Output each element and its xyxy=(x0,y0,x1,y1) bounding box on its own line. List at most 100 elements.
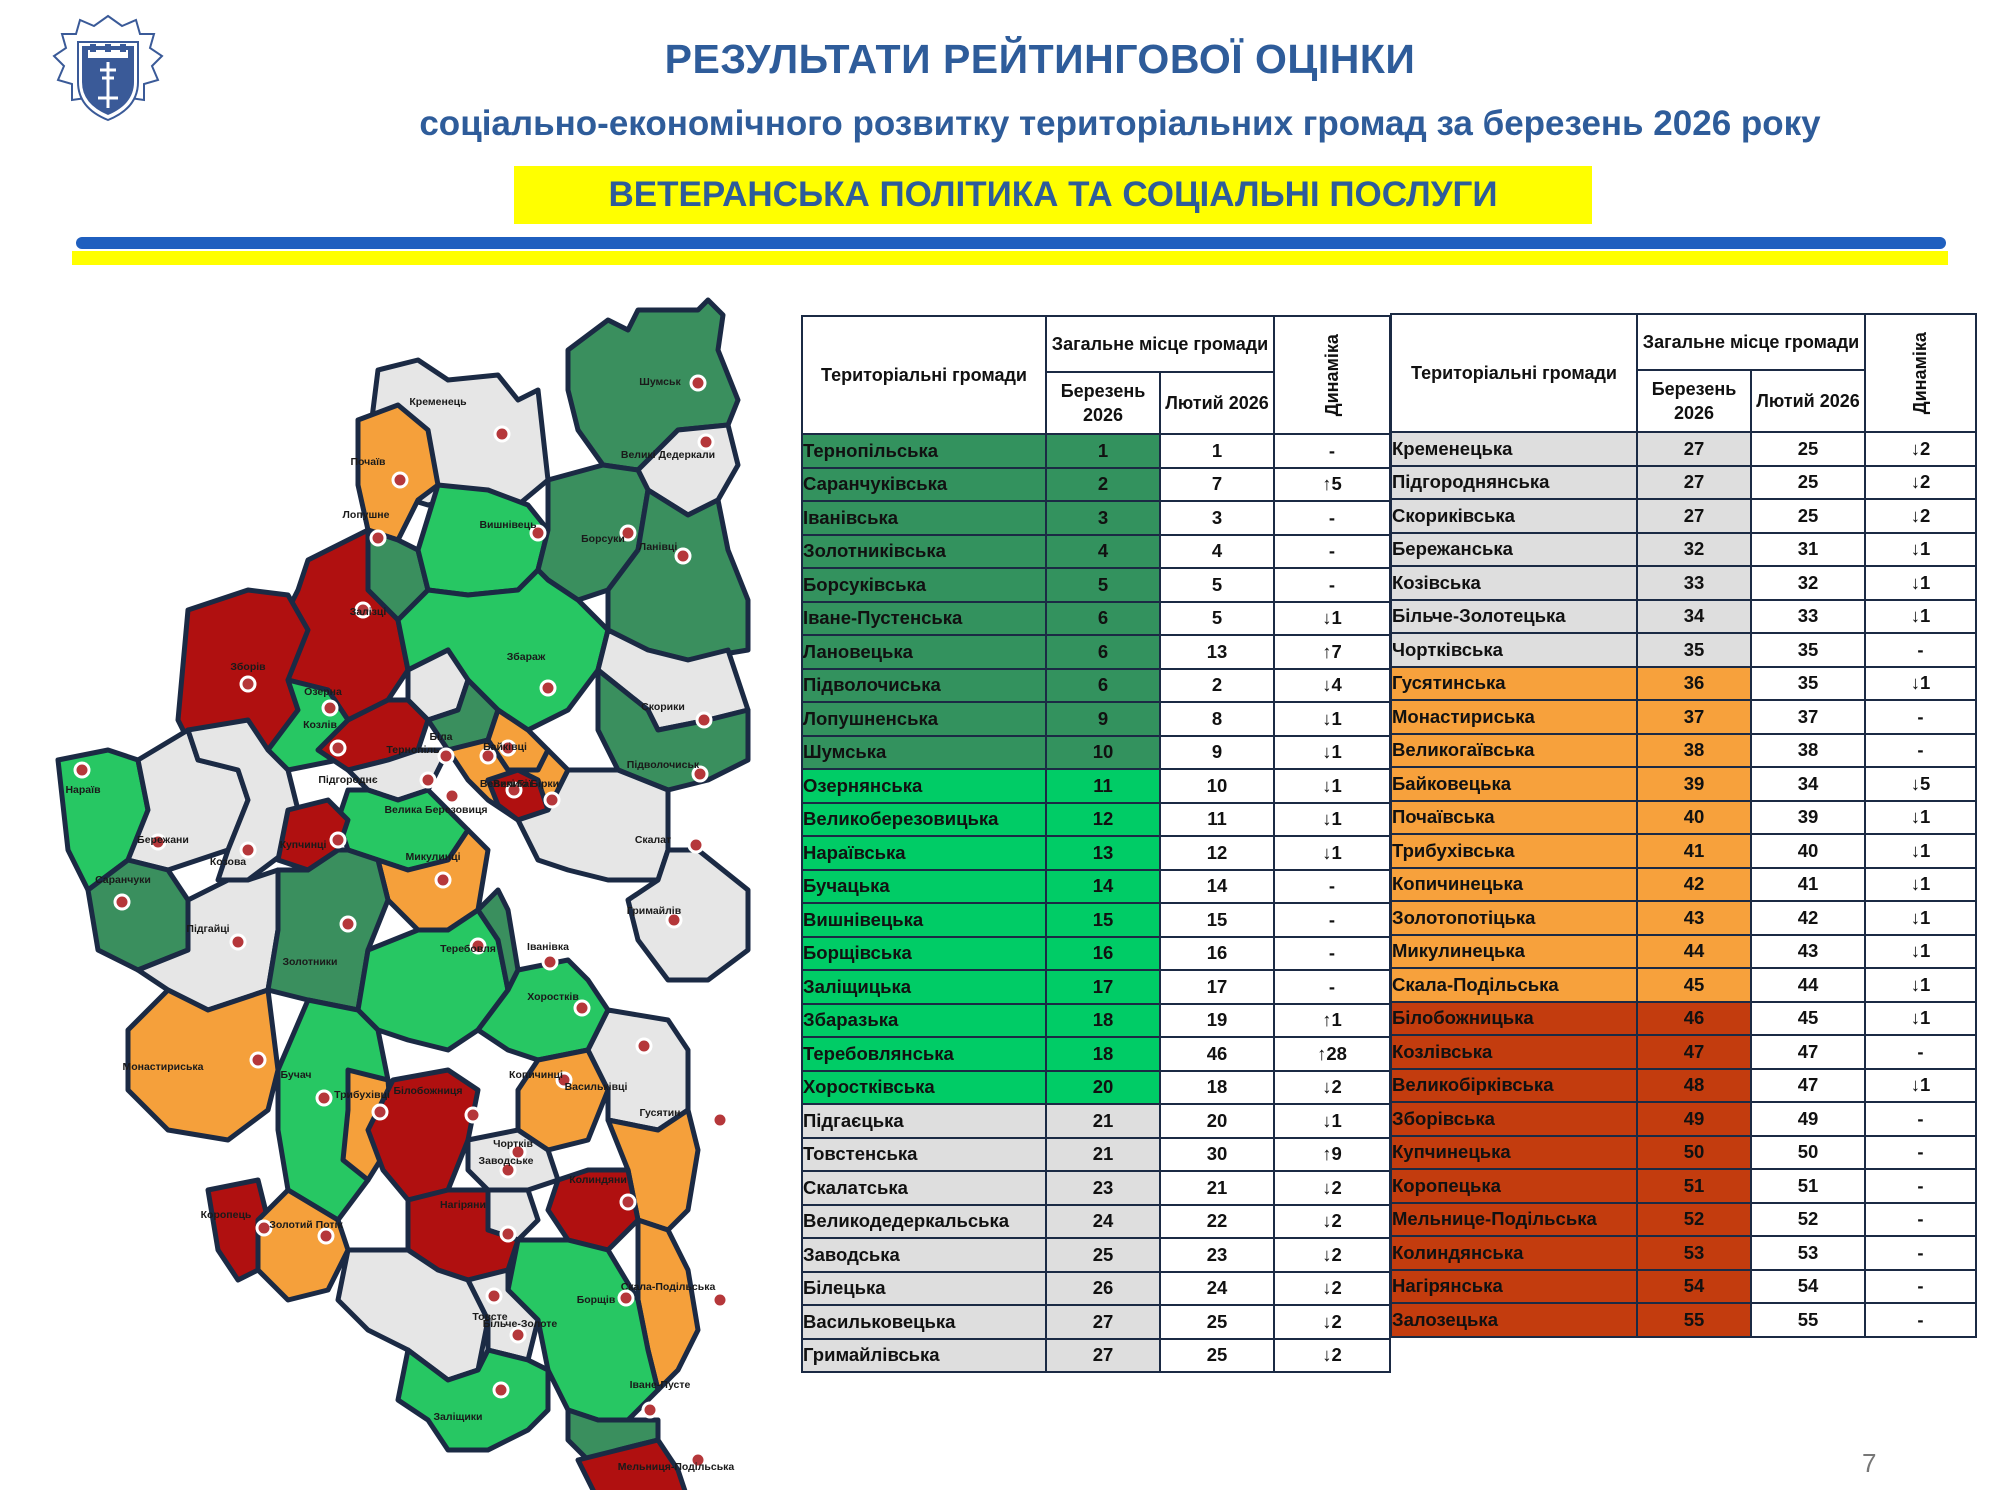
rank-february: 25 xyxy=(1158,1337,1276,1373)
table-row: Вишнівецька 15 15- xyxy=(801,902,1392,938)
rank-dynamics: - xyxy=(1864,1201,1978,1237)
rank-dynamics: ↓4 xyxy=(1273,667,1392,703)
rank-dynamics: ↑28 xyxy=(1273,1036,1392,1072)
map-region xyxy=(375,827,491,933)
rank-march: 34 xyxy=(1636,598,1752,634)
table-row: Гусятинська 36 35 ↓1 xyxy=(1390,665,1978,701)
rank-march: 42 xyxy=(1636,866,1752,902)
rank-march: 12 xyxy=(1045,801,1161,837)
rank-february: 5 xyxy=(1158,600,1276,636)
table-row: Білобожницька 46 45 ↓1 xyxy=(1390,1000,1978,1036)
header-dynamics: Динаміка xyxy=(1273,315,1392,435)
table-row: Більче-Золотецька 34 33 ↓1 xyxy=(1390,598,1978,634)
header-communities: Територіальні громади xyxy=(1390,313,1638,433)
rank-march: 35 xyxy=(1636,632,1752,668)
rank-february: 24 xyxy=(1158,1270,1276,1306)
rank-february: 5 xyxy=(1158,567,1276,603)
community-name: Кременецька xyxy=(1390,431,1638,467)
header-march: Березень 2026 xyxy=(1045,371,1161,435)
rank-february: 25 xyxy=(1749,464,1867,500)
rank-february: 22 xyxy=(1158,1203,1276,1239)
settlement-marker xyxy=(371,1103,389,1121)
map-label: Тернопіль xyxy=(386,744,440,756)
rank-february: 30 xyxy=(1158,1136,1276,1172)
settlement-marker xyxy=(499,739,517,757)
rank-march: 32 xyxy=(1636,531,1752,567)
community-name: Більче-Золотецька xyxy=(1390,598,1638,634)
map-label: Великі Дедеркали xyxy=(621,449,715,461)
settlement-marker xyxy=(419,771,437,789)
settlement-marker xyxy=(493,425,511,443)
settlement-marker xyxy=(617,1289,635,1307)
rank-dynamics: - xyxy=(1273,868,1392,904)
community-name: Бережанська xyxy=(1390,531,1638,567)
community-name: Заліщицька xyxy=(801,969,1047,1005)
rank-dynamics: - xyxy=(1864,1268,1978,1304)
table-row: Білецька 26 24 ↓2 xyxy=(801,1270,1392,1306)
community-name: Саранчуківська xyxy=(801,466,1047,502)
rank-dynamics: ↓1 xyxy=(1864,565,1978,601)
rank-dynamics: ↑5 xyxy=(1273,466,1392,502)
rank-march: 27 xyxy=(1045,1337,1161,1373)
settlement-marker xyxy=(492,1381,510,1399)
rank-february: 43 xyxy=(1749,933,1867,969)
settlement-marker xyxy=(509,1326,527,1344)
community-name: Почаївська xyxy=(1390,799,1638,835)
settlement-marker xyxy=(711,1111,729,1129)
rank-march: 49 xyxy=(1636,1101,1752,1137)
table-row: Залозецька 55 55- xyxy=(1390,1302,1978,1338)
table-row: Великодедеркальська 24 22 ↓2 xyxy=(801,1203,1392,1239)
community-name: Великобірківська xyxy=(1390,1067,1638,1103)
table-row: Золотопотіцька 43 42 ↓1 xyxy=(1390,900,1978,936)
map-label: Байківці xyxy=(483,741,527,753)
map-label: Великі Гаї xyxy=(480,778,533,790)
rank-march: 26 xyxy=(1045,1270,1161,1306)
table-row: Козлівська 47 47- xyxy=(1390,1034,1978,1070)
rank-dynamics: - xyxy=(1864,732,1978,768)
community-name: Козівська xyxy=(1390,565,1638,601)
settlement-marker xyxy=(339,915,357,933)
community-name: Трибухівська xyxy=(1390,833,1638,869)
map-label: Гримайлів xyxy=(627,905,682,917)
settlement-marker xyxy=(315,1089,333,1107)
rank-february: 47 xyxy=(1749,1067,1867,1103)
rank-dynamics: ↓2 xyxy=(1273,1237,1392,1273)
coat-of-arms-icon xyxy=(52,14,164,122)
settlement-marker xyxy=(689,1451,707,1469)
settlement-marker xyxy=(479,747,497,765)
rank-february: 25 xyxy=(1749,431,1867,467)
map-label: Борщів xyxy=(577,1294,616,1306)
table-row: Гримайлівська 27 25 ↓2 xyxy=(801,1337,1392,1373)
map-label: Скала-Подільська xyxy=(621,1281,716,1293)
rank-march: 37 xyxy=(1636,699,1752,735)
community-name: Заводська xyxy=(801,1237,1047,1273)
page-number: 7 xyxy=(1862,1448,1877,1478)
table-row: Бучацька 14 14- xyxy=(801,868,1392,904)
rank-dynamics: ↓1 xyxy=(1273,801,1392,837)
rank-march: 21 xyxy=(1045,1103,1161,1139)
table-row: Великогаївська 38 38- xyxy=(1390,732,1978,768)
community-name: Підгороднянська xyxy=(1390,464,1638,500)
map-label: Вишнівець xyxy=(479,519,537,531)
rank-dynamics: - xyxy=(1864,1302,1978,1338)
rank-march: 18 xyxy=(1045,1036,1161,1072)
map-label: Трибухівці xyxy=(334,1089,390,1101)
table-row: Трибухівська 41 40 ↓1 xyxy=(1390,833,1978,869)
table-row: Байковецька 39 34 ↓5 xyxy=(1390,766,1978,802)
settlement-marker xyxy=(697,433,715,451)
map-label: Підволочиськ xyxy=(627,759,700,771)
rank-february: 18 xyxy=(1158,1069,1276,1105)
rank-march: 41 xyxy=(1636,833,1752,869)
settlement-marker xyxy=(354,601,372,619)
map-region xyxy=(255,1187,351,1303)
rank-march: 25 xyxy=(1045,1237,1161,1273)
community-name: Золотопотіцька xyxy=(1390,900,1638,936)
rank-february: 51 xyxy=(1749,1168,1867,1204)
table-row: Шумська 10 9 ↓1 xyxy=(801,734,1392,770)
settlement-marker xyxy=(239,675,257,693)
map-region xyxy=(625,847,751,983)
community-name: Чортківська xyxy=(1390,632,1638,668)
rank-dynamics: ↓1 xyxy=(1864,967,1978,1003)
rank-february: 55 xyxy=(1749,1302,1867,1338)
rank-february: 31 xyxy=(1749,531,1867,567)
